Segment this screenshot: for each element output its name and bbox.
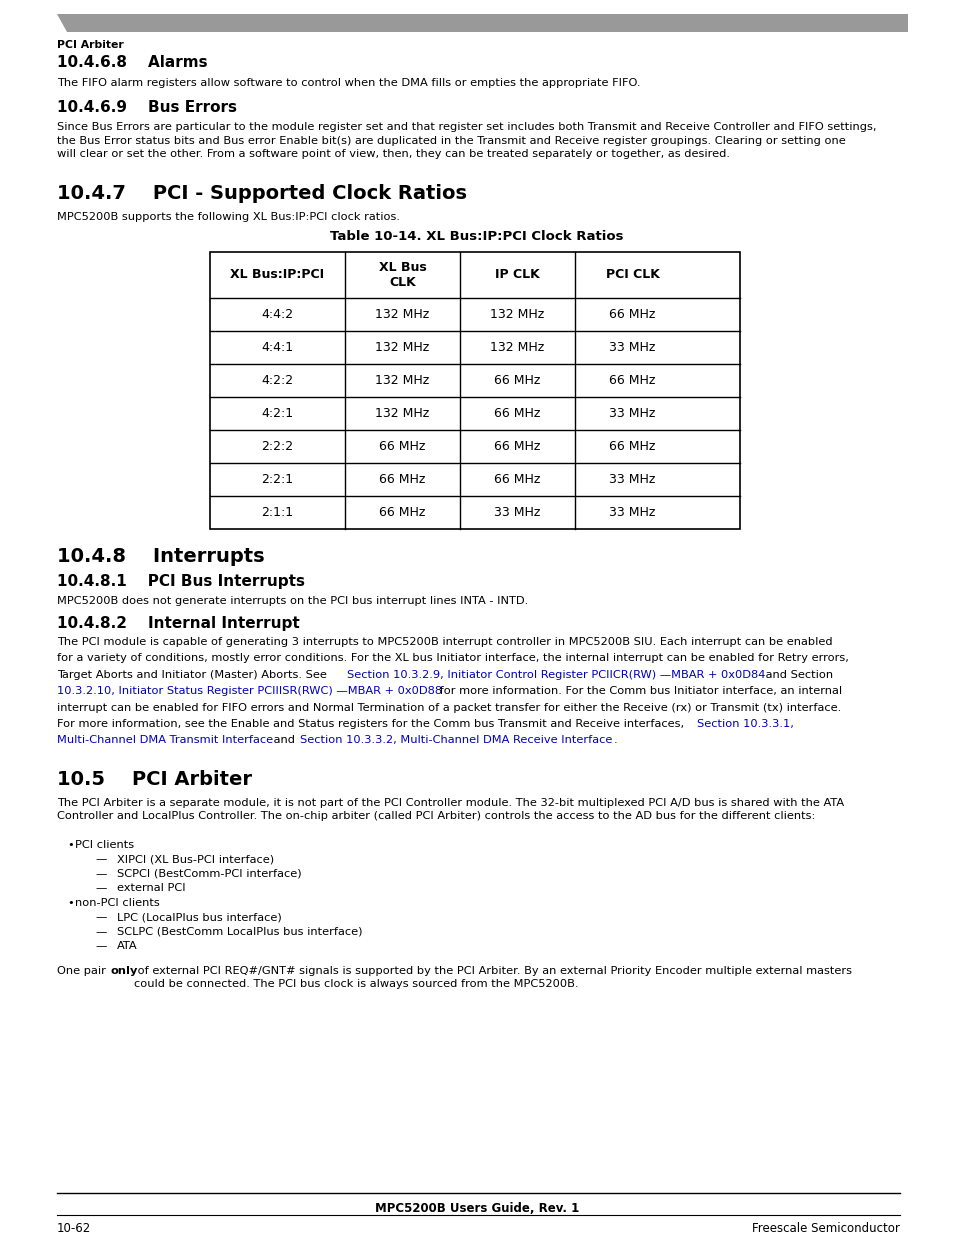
Text: 33 MHz: 33 MHz	[494, 506, 540, 519]
Text: ATA: ATA	[117, 941, 137, 951]
Text: Since Bus Errors are particular to the module register set and that register set: Since Bus Errors are particular to the m…	[57, 122, 876, 159]
Text: 132 MHz: 132 MHz	[375, 341, 429, 354]
Text: •: •	[67, 898, 73, 908]
Text: MPC5200B supports the following XL Bus:IP:PCI clock ratios.: MPC5200B supports the following XL Bus:I…	[57, 212, 399, 222]
Text: Target Aborts and Initiator (Master) Aborts. See: Target Aborts and Initiator (Master) Abo…	[57, 669, 330, 679]
Text: 66 MHz: 66 MHz	[379, 473, 425, 487]
Text: 132 MHz: 132 MHz	[490, 341, 544, 354]
Text: IP CLK: IP CLK	[495, 268, 539, 282]
Text: MPC5200B Users Guide, Rev. 1: MPC5200B Users Guide, Rev. 1	[375, 1202, 578, 1215]
Text: 10.4.7    PCI - Supported Clock Ratios: 10.4.7 PCI - Supported Clock Ratios	[57, 184, 467, 203]
Text: Freescale Semiconductor: Freescale Semiconductor	[751, 1221, 899, 1235]
Text: 66 MHz: 66 MHz	[494, 408, 540, 420]
Text: 10.4.6.8    Alarms: 10.4.6.8 Alarms	[57, 56, 208, 70]
Text: SCLPC (BestComm LocalPlus bus interface): SCLPC (BestComm LocalPlus bus interface)	[117, 926, 362, 937]
Text: 132 MHz: 132 MHz	[490, 308, 544, 321]
Text: 10.4.6.9    Bus Errors: 10.4.6.9 Bus Errors	[57, 100, 236, 115]
Text: Section 10.3.2.9, Initiator Control Register PCIICR(RW) —MBAR + 0x0D84: Section 10.3.2.9, Initiator Control Regi…	[347, 669, 764, 679]
Text: XIPCI (XL Bus-PCI interface): XIPCI (XL Bus-PCI interface)	[117, 855, 274, 864]
Text: 4:4:2: 4:4:2	[261, 308, 294, 321]
Polygon shape	[57, 14, 907, 32]
Text: Table 10-14. XL Bus:IP:PCI Clock Ratios: Table 10-14. XL Bus:IP:PCI Clock Ratios	[330, 230, 623, 243]
Text: Section 10.3.3.2, Multi-Channel DMA Receive Interface: Section 10.3.3.2, Multi-Channel DMA Rece…	[299, 735, 612, 746]
Text: The PCI Arbiter is a separate module, it is not part of the PCI Controller modul: The PCI Arbiter is a separate module, it…	[57, 798, 843, 821]
Text: •: •	[67, 840, 73, 850]
Text: non-PCI clients: non-PCI clients	[75, 898, 159, 908]
Text: 132 MHz: 132 MHz	[375, 408, 429, 420]
Text: 33 MHz: 33 MHz	[609, 408, 655, 420]
Text: PCI CLK: PCI CLK	[605, 268, 659, 282]
Text: Multi-Channel DMA Transmit Interface: Multi-Channel DMA Transmit Interface	[57, 735, 273, 746]
Text: MPC5200B does not generate interrupts on the PCI bus interrupt lines INTA - INTD: MPC5200B does not generate interrupts on…	[57, 597, 528, 606]
Text: 10.3.2.10, Initiator Status Register PCIIISR(RWC) —MBAR + 0x0D88: 10.3.2.10, Initiator Status Register PCI…	[57, 687, 441, 697]
Text: XL Bus
CLK: XL Bus CLK	[378, 261, 426, 289]
Text: The PCI module is capable of generating 3 interrupts to MPC5200B interrupt contr: The PCI module is capable of generating …	[57, 637, 832, 647]
Text: .: .	[613, 735, 617, 746]
Text: and: and	[270, 735, 298, 746]
Text: of external PCI REQ#/GNT# signals is supported by the PCI Arbiter. By an externa: of external PCI REQ#/GNT# signals is sup…	[133, 966, 851, 989]
Text: 33 MHz: 33 MHz	[609, 473, 655, 487]
Text: —: —	[95, 941, 107, 951]
Text: 132 MHz: 132 MHz	[375, 308, 429, 321]
Text: —: —	[95, 868, 107, 879]
Text: 66 MHz: 66 MHz	[494, 440, 540, 453]
Text: 33 MHz: 33 MHz	[609, 341, 655, 354]
Text: 10.4.8.2    Internal Interrupt: 10.4.8.2 Internal Interrupt	[57, 616, 299, 631]
Text: 66 MHz: 66 MHz	[494, 473, 540, 487]
Text: 4:4:1: 4:4:1	[261, 341, 294, 354]
Text: One pair: One pair	[57, 966, 110, 976]
Text: 10-62: 10-62	[57, 1221, 91, 1235]
Text: —: —	[95, 913, 107, 923]
Text: for a variety of conditions, mostly error conditions. For the XL bus Initiator i: for a variety of conditions, mostly erro…	[57, 653, 848, 663]
Text: SCPCI (BestComm-PCI interface): SCPCI (BestComm-PCI interface)	[117, 868, 301, 879]
Text: 2:1:1: 2:1:1	[261, 506, 294, 519]
Text: external PCI: external PCI	[117, 883, 186, 893]
Text: —: —	[95, 926, 107, 937]
Text: 132 MHz: 132 MHz	[375, 374, 429, 387]
Text: 66 MHz: 66 MHz	[609, 374, 655, 387]
Text: interrupt can be enabled for FIFO errors and Normal Termination of a packet tran: interrupt can be enabled for FIFO errors…	[57, 703, 841, 713]
Text: The FIFO alarm registers allow software to control when the DMA fills or empties: The FIFO alarm registers allow software …	[57, 78, 639, 88]
Text: Section 10.3.3.1,: Section 10.3.3.1,	[696, 719, 793, 729]
Text: only: only	[111, 966, 137, 976]
Text: 2:2:1: 2:2:1	[261, 473, 294, 487]
Bar	[210, 252, 740, 529]
Text: for more information. For the Comm bus Initiator interface, an internal: for more information. For the Comm bus I…	[436, 687, 841, 697]
Text: 66 MHz: 66 MHz	[609, 308, 655, 321]
Text: For more information, see the Enable and Status registers for the Comm bus Trans: For more information, see the Enable and…	[57, 719, 687, 729]
Text: PCI Arbiter: PCI Arbiter	[57, 40, 124, 49]
Text: and Section: and Section	[760, 669, 832, 679]
Text: 66 MHz: 66 MHz	[609, 440, 655, 453]
Text: —: —	[95, 883, 107, 893]
Text: 66 MHz: 66 MHz	[494, 374, 540, 387]
Text: 10.4.8    Interrupts: 10.4.8 Interrupts	[57, 547, 264, 566]
Text: 66 MHz: 66 MHz	[379, 506, 425, 519]
Text: 10.4.8.1    PCI Bus Interrupts: 10.4.8.1 PCI Bus Interrupts	[57, 574, 305, 589]
Text: 10.5    PCI Arbiter: 10.5 PCI Arbiter	[57, 769, 252, 789]
Text: —: —	[95, 855, 107, 864]
Text: 4:2:1: 4:2:1	[261, 408, 294, 420]
Text: 2:2:2: 2:2:2	[261, 440, 294, 453]
Text: PCI clients: PCI clients	[75, 840, 134, 850]
Text: LPC (LocalPlus bus interface): LPC (LocalPlus bus interface)	[117, 913, 281, 923]
Text: 4:2:2: 4:2:2	[261, 374, 294, 387]
Text: XL Bus:IP:PCI: XL Bus:IP:PCI	[231, 268, 324, 282]
Text: 33 MHz: 33 MHz	[609, 506, 655, 519]
Text: 66 MHz: 66 MHz	[379, 440, 425, 453]
